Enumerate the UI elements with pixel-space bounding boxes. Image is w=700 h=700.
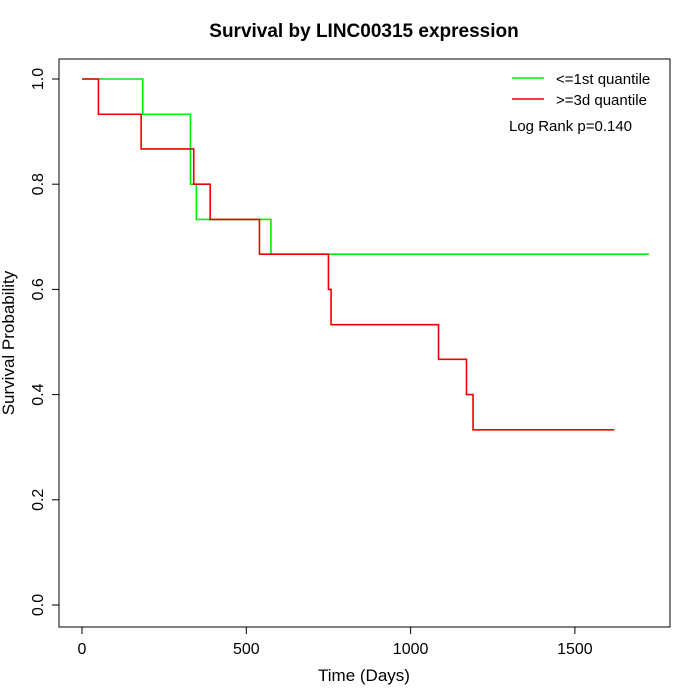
y-axis: 0.0 0.2 0.4 0.6 0.8 1.0: [30, 68, 59, 616]
y-tick-label: 0.6: [30, 278, 47, 300]
x-tick-label: 500: [233, 641, 260, 658]
series-layer: [82, 78, 649, 431]
y-tick-label: 1.0: [30, 68, 47, 90]
chart-title: Survival by LINC00315 expression: [209, 21, 518, 42]
x-tick-label: 0: [78, 641, 87, 658]
legend-label-low: <=1st quantile: [556, 71, 650, 88]
x-axis-label: Time (Days): [318, 666, 410, 685]
log-rank-annotation: Log Rank p=0.140: [509, 118, 632, 135]
x-tick-label: 1500: [557, 641, 593, 658]
plot-frame: [58, 58, 671, 628]
legend: <=1st quantile >=3d quantile: [512, 71, 650, 109]
series-line-high-quantile: [82, 78, 615, 431]
y-tick-label: 0.2: [30, 489, 47, 511]
y-tick-label: 0.4: [30, 383, 47, 405]
x-axis: 0 500 1000 1500: [78, 627, 593, 658]
y-axis-label: Survival Probability: [0, 270, 18, 415]
legend-label-high: >=3d quantile: [556, 92, 647, 109]
y-tick-label: 0.0: [30, 594, 47, 616]
y-tick-label: 0.8: [30, 173, 47, 195]
x-tick-label: 1000: [393, 641, 429, 658]
